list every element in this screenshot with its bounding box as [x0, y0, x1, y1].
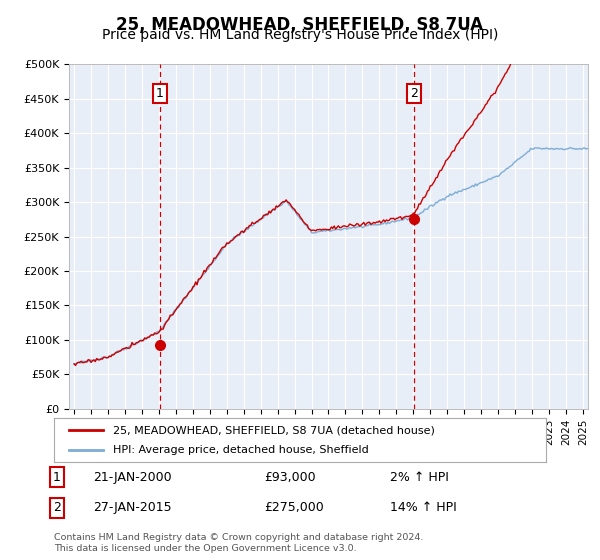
Text: Price paid vs. HM Land Registry's House Price Index (HPI): Price paid vs. HM Land Registry's House …	[102, 28, 498, 42]
Text: £275,000: £275,000	[264, 501, 324, 515]
Text: 2: 2	[410, 87, 418, 100]
Text: £93,000: £93,000	[264, 470, 316, 484]
Text: 1: 1	[156, 87, 164, 100]
Text: HPI: Average price, detached house, Sheffield: HPI: Average price, detached house, Shef…	[113, 445, 369, 455]
Text: 27-JAN-2015: 27-JAN-2015	[93, 501, 172, 515]
Text: 25, MEADOWHEAD, SHEFFIELD, S8 7UA: 25, MEADOWHEAD, SHEFFIELD, S8 7UA	[116, 16, 484, 34]
Text: 14% ↑ HPI: 14% ↑ HPI	[390, 501, 457, 515]
Text: Contains HM Land Registry data © Crown copyright and database right 2024.
This d: Contains HM Land Registry data © Crown c…	[54, 533, 424, 553]
Text: 2: 2	[53, 501, 61, 515]
Text: 2% ↑ HPI: 2% ↑ HPI	[390, 470, 449, 484]
Text: 1: 1	[53, 470, 61, 484]
Text: 21-JAN-2000: 21-JAN-2000	[93, 470, 172, 484]
Text: 25, MEADOWHEAD, SHEFFIELD, S8 7UA (detached house): 25, MEADOWHEAD, SHEFFIELD, S8 7UA (detac…	[113, 425, 435, 435]
